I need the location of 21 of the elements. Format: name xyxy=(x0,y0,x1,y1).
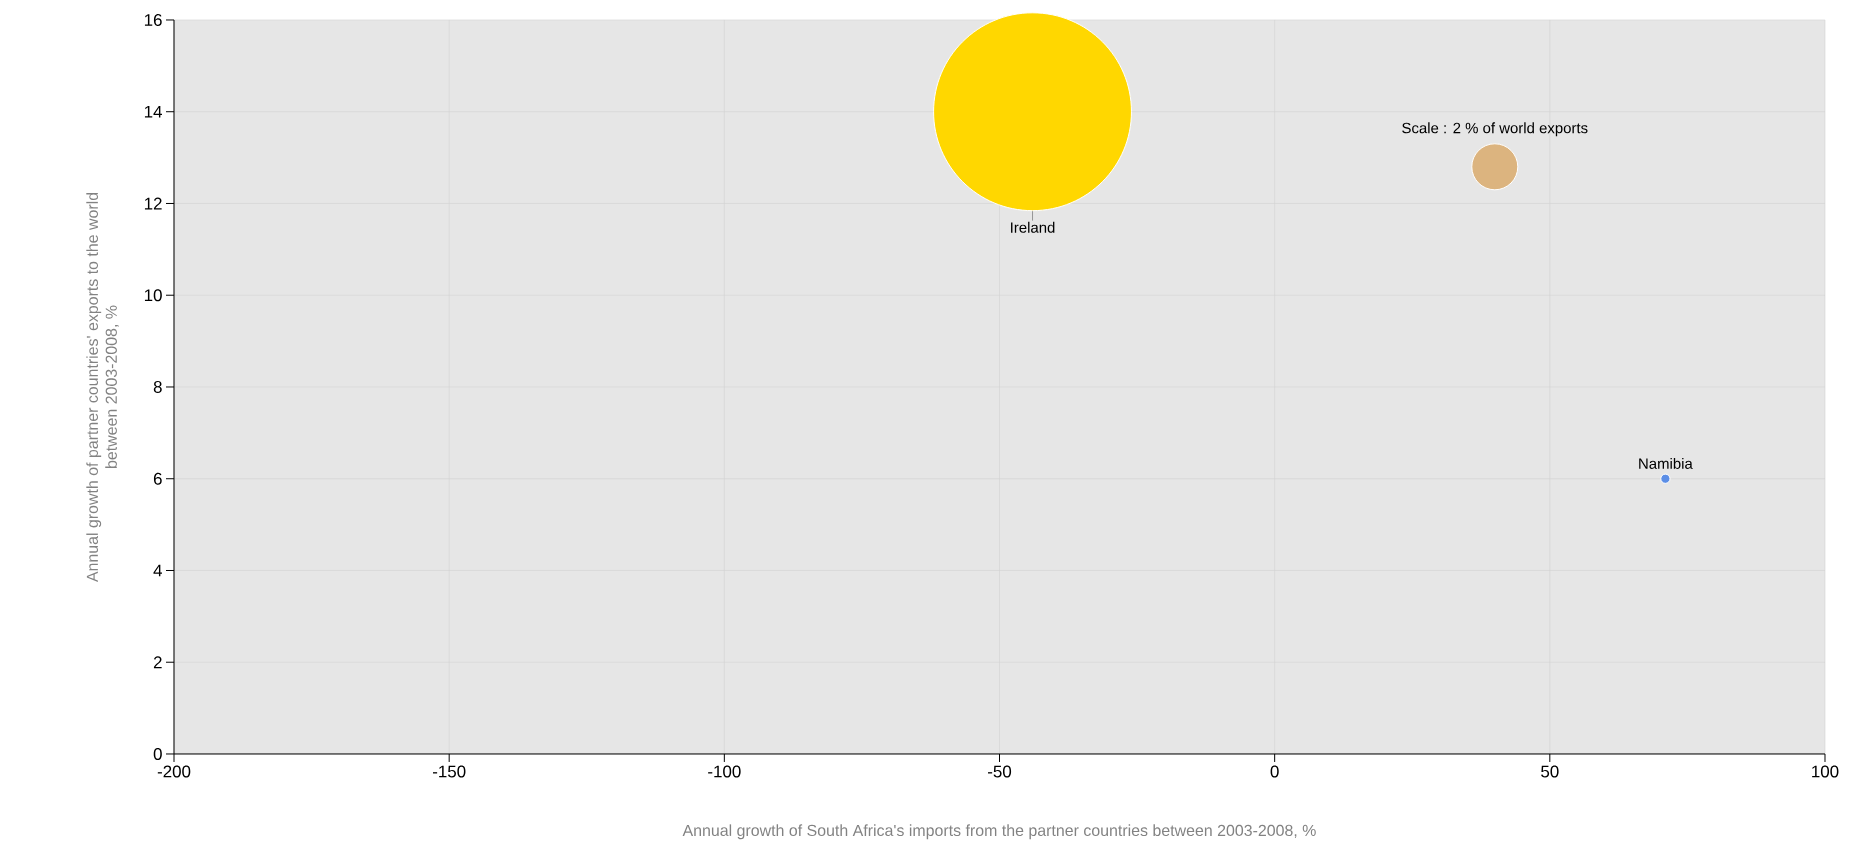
y-tick-label: 16 xyxy=(144,13,162,26)
x-axis-title: Annual growth of South Africa's imports from the partner countries between 2003-2008, % xyxy=(682,824,1316,840)
y-tick-label: 8 xyxy=(153,380,162,393)
y-tick-label: 0 xyxy=(153,747,162,760)
y-axis-title: Annual growth of partner countries' exports to the world between 2003-2008, % xyxy=(86,192,119,583)
legend-label: Scale : 2 % of world exports xyxy=(1402,122,1588,137)
x-tick-label: 50 xyxy=(1541,765,1559,778)
y-tick-label: 14 xyxy=(144,105,162,118)
y-tick-label: 6 xyxy=(153,472,162,485)
series-label: Namibia xyxy=(1639,457,1693,469)
x-tick-label: -200 xyxy=(157,765,191,778)
x-tick-label: -100 xyxy=(708,765,741,778)
series-label: Ireland xyxy=(1011,221,1055,233)
y-tick-label: 4 xyxy=(153,564,162,577)
x-tick-label: 0 xyxy=(1270,765,1279,778)
x-tick-label: 100 xyxy=(1812,765,1839,778)
y-tick-label: 12 xyxy=(144,197,162,210)
y-tick-label: 2 xyxy=(153,656,162,669)
x-tick-label: -150 xyxy=(432,765,466,778)
y-tick-label: 10 xyxy=(144,289,162,302)
x-tick-label: -50 xyxy=(988,765,1012,778)
